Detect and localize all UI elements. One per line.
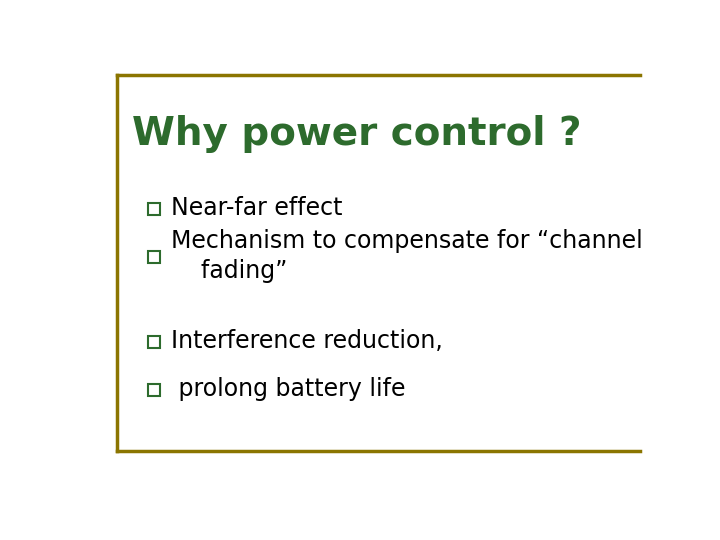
Bar	[148, 383, 161, 396]
Bar	[148, 251, 161, 263]
Text: Mechanism to compensate for “channel
    fading”: Mechanism to compensate for “channel fad…	[171, 229, 643, 284]
Bar	[148, 336, 161, 348]
Text: Interference reduction,: Interference reduction,	[171, 329, 443, 353]
Text: prolong battery life: prolong battery life	[171, 377, 405, 401]
Text: Why power control ?: Why power control ?	[132, 114, 581, 153]
Text: Near-far effect: Near-far effect	[171, 196, 343, 220]
Bar	[148, 202, 161, 215]
